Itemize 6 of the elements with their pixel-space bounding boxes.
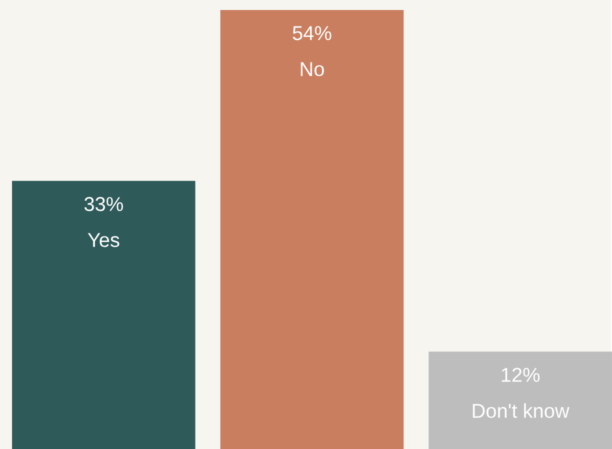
- x-tick-label: Yes: [88, 233, 120, 247]
- data-label: 12%: [502, 368, 540, 382]
- x-tick-label: No: [300, 62, 324, 76]
- data-label: 54%: [292, 26, 332, 40]
- data-label: 33%: [84, 196, 123, 211]
- x-tick-label: Don't know: [472, 403, 570, 418]
